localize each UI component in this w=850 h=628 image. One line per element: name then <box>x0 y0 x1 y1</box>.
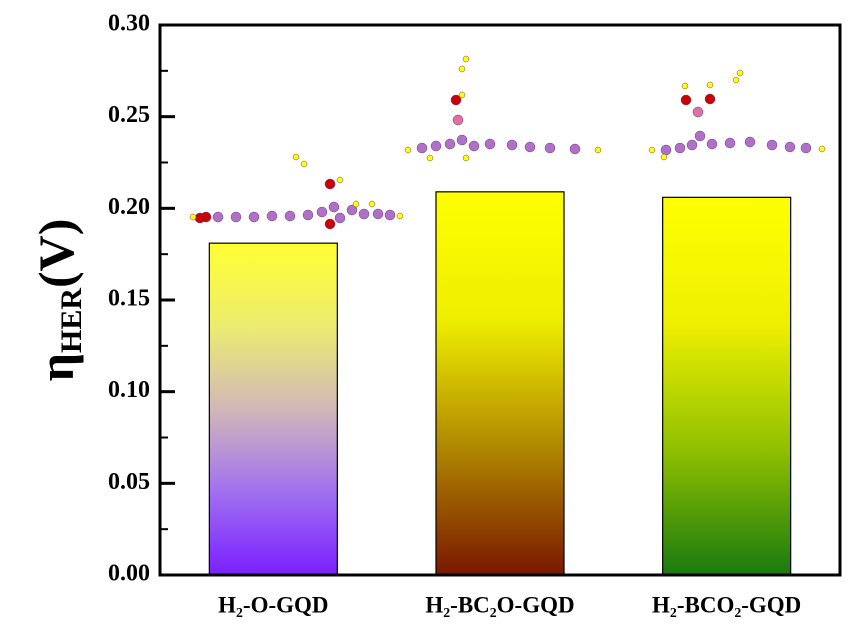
bar <box>436 192 564 575</box>
x-tick-label: H₂-O-GQD <box>218 592 328 617</box>
y-label-symbol: η <box>28 353 84 381</box>
y-tick-label: 0.20 <box>108 194 150 220</box>
chart: ηHER(V) 0.00 0.05 0.10 0.15 0.20 0.25 0.30 H₂-O… <box>0 0 850 628</box>
molecule-1 <box>190 154 403 229</box>
y-label-unit: (V) <box>28 219 84 288</box>
y-tick-label: 0.25 <box>108 102 150 128</box>
bar <box>209 243 337 575</box>
y-label-subscript: HER <box>55 288 88 353</box>
y-tick-label: 0.15 <box>108 286 150 312</box>
molecule-3 <box>649 70 825 160</box>
x-tick-label: H₂-BCO₂-GQD <box>652 592 801 617</box>
x-tick-label: H₂-BC₂O-GQD <box>425 592 574 617</box>
y-tick-label: 0.30 <box>108 11 150 37</box>
molecule-2 <box>405 56 601 161</box>
y-tick-label: 0.05 <box>108 469 150 495</box>
y-axis-label: ηHER(V) <box>28 219 87 382</box>
y-tick-label: 0.10 <box>108 377 150 403</box>
bar <box>663 197 791 575</box>
y-tick-label: 0.00 <box>108 561 150 587</box>
